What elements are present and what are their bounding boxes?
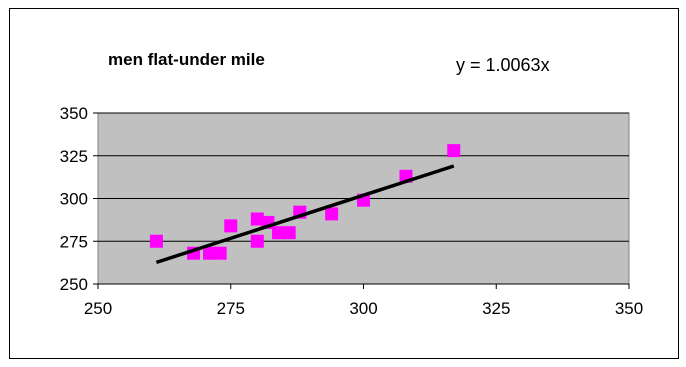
scatter-chart: men flat-under mile y = 1.0063x 250 275 30…	[60, 50, 644, 318]
data-point	[272, 226, 286, 240]
data-point	[224, 219, 238, 233]
trendline-equation: y = 1.0063x	[456, 55, 550, 75]
x-tick-label: 300	[349, 299, 377, 318]
data-point	[250, 234, 264, 248]
x-tick-label: 275	[217, 299, 245, 318]
y-tick-label: 325	[60, 147, 88, 166]
chart-frame: men flat-under mile y = 1.0063x 250 275 30…	[9, 8, 679, 359]
data-point	[213, 246, 227, 260]
data-point	[149, 234, 163, 248]
data-point	[250, 212, 264, 226]
data-point	[203, 246, 217, 260]
y-tick-label: 350	[60, 104, 88, 123]
trendline	[155, 164, 455, 265]
x-tick-label: 350	[615, 299, 643, 318]
y-tick-label: 275	[60, 232, 88, 251]
y-tick-label: 300	[60, 190, 88, 209]
data-point	[282, 226, 296, 240]
x-axis-ticks: 250 275 300 325 350	[84, 283, 643, 318]
data-point	[325, 207, 339, 221]
x-tick-label: 250	[84, 299, 112, 318]
x-tick-label: 325	[482, 299, 510, 318]
y-axis-ticks: 250 275 300 325 350	[60, 104, 98, 294]
y-tick-label: 250	[60, 275, 88, 294]
chart-title: men flat-under mile	[108, 50, 265, 69]
data-point	[447, 144, 461, 158]
